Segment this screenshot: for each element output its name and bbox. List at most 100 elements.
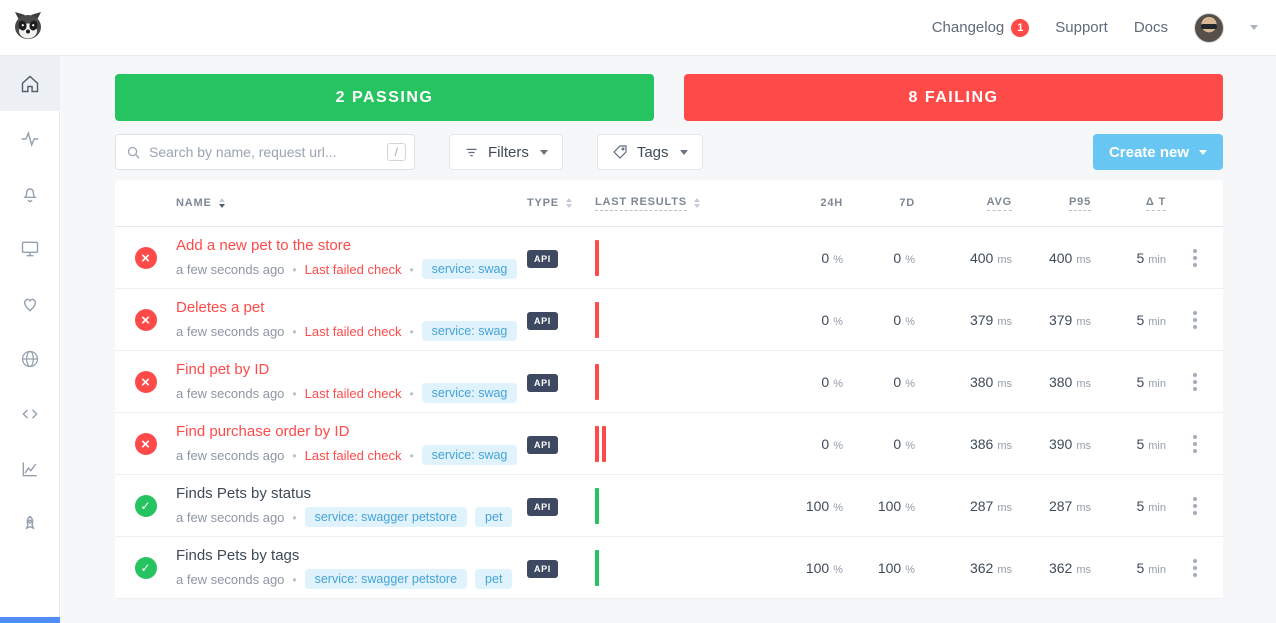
nav-changelog[interactable]: Changelog 1: [931, 18, 1030, 37]
tag-pill[interactable]: service: swagger petstore: [304, 507, 468, 527]
tag-pill[interactable]: pet: [475, 569, 513, 589]
last-results-bars[interactable]: [595, 475, 763, 537]
nav-changelog-label: Changelog: [931, 19, 1005, 36]
tags-button[interactable]: Tags: [596, 134, 703, 170]
user-avatar[interactable]: [1194, 12, 1224, 43]
row-menu-icon[interactable]: [1192, 504, 1197, 508]
row-menu-icon[interactable]: [1192, 256, 1197, 260]
metric-7d: 0%: [893, 436, 915, 452]
last-results-bars[interactable]: [595, 289, 763, 351]
metric-avg: 362 ms: [969, 560, 1012, 576]
tag-pill[interactable]: service: swag: [421, 259, 518, 279]
nav-docs[interactable]: Docs: [1134, 19, 1168, 36]
metric-24h: 100%: [805, 560, 843, 576]
metric-24h: 100%: [805, 498, 843, 514]
sidebar-item-quickstart[interactable]: [0, 496, 60, 551]
last-results-bars[interactable]: [595, 351, 763, 413]
check-name[interactable]: Deletes a pet: [176, 299, 265, 316]
table-row[interactable]: Find purchase order by ID a few seconds …: [115, 413, 1223, 475]
status-failing-icon: [134, 247, 157, 269]
row-menu-icon[interactable]: [1192, 442, 1197, 446]
type-badge: API: [527, 312, 558, 330]
last-failed-link[interactable]: Last failed check: [304, 261, 402, 277]
header-p95[interactable]: P95: [1012, 196, 1091, 211]
type-badge: API: [527, 436, 558, 454]
account-menu-chevron-icon[interactable]: [1250, 25, 1258, 30]
last-run-time: a few seconds ago: [176, 509, 285, 525]
filters-chevron-icon: [539, 149, 548, 155]
check-name[interactable]: Find purchase order by ID: [176, 423, 350, 440]
passing-summary-banner[interactable]: 2 PASSING: [115, 74, 654, 121]
metric-p95: 380 ms: [1048, 374, 1091, 390]
sidebar-item-checks[interactable]: [0, 111, 60, 166]
tag-pill[interactable]: service: swag: [421, 445, 518, 465]
table-row[interactable]: Finds Pets by tags a few seconds ago ser…: [115, 537, 1223, 599]
sort-icon: [218, 198, 225, 208]
sidebar-item-locations[interactable]: [0, 331, 60, 386]
sidebar-item-snippets[interactable]: [0, 386, 60, 441]
header-last-results[interactable]: LAST RESULTS: [595, 196, 763, 211]
row-menu-icon[interactable]: [1192, 318, 1197, 322]
sidebar-item-home[interactable]: [0, 56, 60, 111]
search-input[interactable]: [149, 144, 379, 160]
header-avg[interactable]: AVG: [915, 196, 1012, 211]
filters-button[interactable]: Filters: [449, 134, 563, 170]
sidebar-item-dashboards[interactable]: [0, 221, 60, 276]
search-shortcut-key: /: [386, 143, 406, 161]
check-name[interactable]: Find pet by ID: [176, 361, 270, 378]
check-name[interactable]: Finds Pets by tags: [176, 547, 300, 564]
table-row[interactable]: Deletes a pet a few seconds ago Last fai…: [115, 289, 1223, 351]
metric-p95: 362 ms: [1048, 560, 1091, 576]
last-failed-link[interactable]: Last failed check: [304, 323, 402, 339]
sidebar: [0, 56, 60, 623]
header-24h: 24H: [820, 197, 843, 209]
tag-pill[interactable]: service: swagger petstore: [304, 569, 468, 589]
table-header-row: NAME TYPE LAST RESULTS 24H 7D AVG P95 Δ …: [115, 180, 1223, 227]
sidebar-item-analytics[interactable]: [0, 441, 60, 496]
sort-icon: [693, 198, 700, 208]
header-type[interactable]: TYPE: [527, 197, 595, 209]
last-results-bars[interactable]: [595, 227, 763, 289]
metric-avg: 380 ms: [969, 374, 1012, 390]
last-failed-link[interactable]: Last failed check: [304, 447, 402, 463]
metric-p95: 379 ms: [1048, 312, 1091, 328]
type-badge: API: [527, 374, 558, 392]
globe-icon: [21, 350, 39, 367]
changelog-count-badge: 1: [1011, 18, 1030, 37]
sidebar-item-alerts[interactable]: [0, 166, 60, 221]
last-failed-link[interactable]: Last failed check: [304, 385, 402, 401]
table-row[interactable]: Add a new pet to the store a few seconds…: [115, 227, 1223, 289]
row-menu-icon[interactable]: [1192, 380, 1197, 384]
activity-icon: [21, 130, 39, 147]
nav-support-label: Support: [1055, 19, 1108, 36]
app-logo[interactable]: [12, 9, 44, 46]
failing-summary-banner[interactable]: 8 FAILING: [684, 74, 1223, 121]
last-results-bars[interactable]: [595, 413, 763, 475]
metric-7d: 0%: [893, 250, 915, 266]
top-navbar: Changelog 1 Support Docs: [0, 0, 1276, 56]
metric-delta-t: 5 min: [1136, 436, 1166, 452]
row-menu-icon[interactable]: [1192, 566, 1197, 570]
table-row[interactable]: Find pet by ID a few seconds ago Last fa…: [115, 351, 1223, 413]
sidebar-bottom-strip: [0, 617, 60, 623]
last-results-bars[interactable]: [595, 537, 763, 599]
create-new-button[interactable]: Create new: [1092, 134, 1223, 170]
metric-p95: 287 ms: [1048, 498, 1091, 514]
metric-7d: 0%: [893, 374, 915, 390]
separator-dot: [284, 572, 304, 587]
metric-7d: 0%: [893, 312, 915, 328]
metric-avg: 386 ms: [969, 436, 1012, 452]
tag-pill[interactable]: pet: [475, 507, 513, 527]
check-name[interactable]: Finds Pets by status: [176, 485, 312, 502]
separator-dot: [284, 324, 304, 339]
heart-icon: [24, 298, 36, 312]
tag-pill[interactable]: service: swag: [421, 321, 518, 341]
status-failing-icon: [134, 433, 157, 455]
header-delta-t[interactable]: Δ T: [1091, 196, 1166, 211]
tag-pill[interactable]: service: swag: [421, 383, 518, 403]
header-name[interactable]: NAME: [176, 197, 527, 209]
nav-support[interactable]: Support: [1055, 19, 1108, 36]
sidebar-item-status[interactable]: [0, 276, 60, 331]
table-row[interactable]: Finds Pets by status a few seconds ago s…: [115, 475, 1223, 537]
check-name[interactable]: Add a new pet to the store: [176, 237, 352, 254]
